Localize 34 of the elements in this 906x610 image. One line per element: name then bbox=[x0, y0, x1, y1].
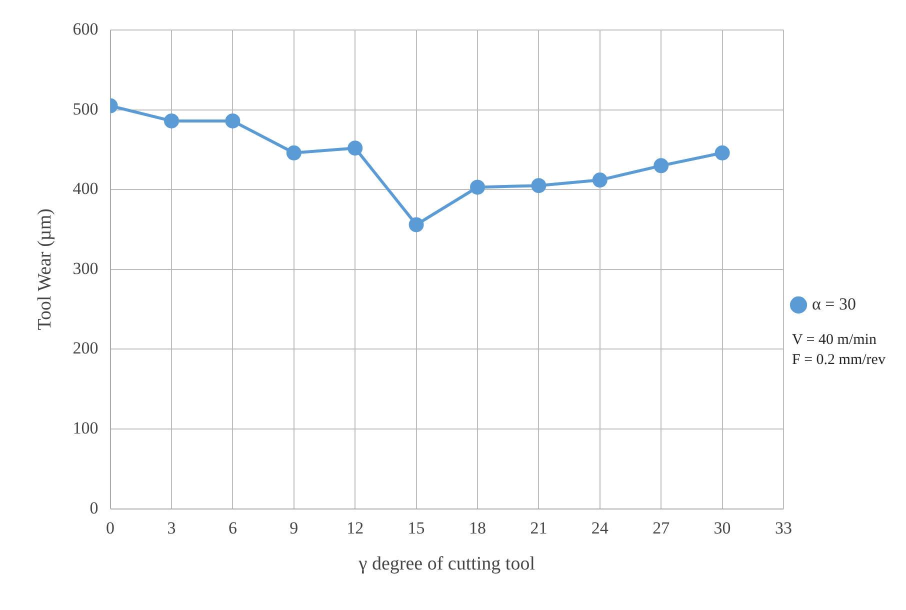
point bbox=[592, 172, 608, 188]
point bbox=[654, 158, 669, 174]
y-tick-label: 200 bbox=[72, 338, 98, 358]
legend-label: α = 30 bbox=[812, 294, 856, 314]
x-tick-label: 27 bbox=[652, 518, 670, 538]
point bbox=[714, 145, 730, 160]
x-tick-label: 21 bbox=[530, 518, 548, 538]
x-tick-label: 30 bbox=[714, 518, 731, 538]
x-tick-label: 18 bbox=[469, 518, 486, 538]
text: V = 40 m/min bbox=[792, 331, 878, 350]
point bbox=[225, 113, 240, 128]
x-tick-label: 9 bbox=[290, 518, 298, 538]
text: F = 0.2 mm/rev bbox=[792, 351, 886, 370]
x-tick-label: 6 bbox=[228, 518, 237, 538]
x-tick-label: 15 bbox=[408, 518, 425, 538]
point bbox=[470, 180, 486, 195]
y-tick-label: 600 bbox=[72, 19, 98, 38]
point bbox=[348, 140, 363, 156]
x-tick-label: 12 bbox=[346, 518, 364, 538]
y-tick-label: 400 bbox=[72, 179, 98, 198]
point bbox=[164, 113, 179, 128]
point bbox=[531, 178, 546, 194]
point bbox=[286, 145, 302, 160]
y-tick-label: 300 bbox=[72, 258, 98, 278]
x-tick-label: 33 bbox=[775, 518, 792, 538]
y-tick-label: 500 bbox=[72, 99, 98, 118]
y-tick-label: 0 bbox=[90, 498, 98, 518]
y-axis-title: Tool Wear (µm) bbox=[34, 208, 56, 330]
y-tick-label: 100 bbox=[72, 418, 98, 438]
x-tick-label: 24 bbox=[591, 518, 609, 538]
point bbox=[408, 217, 424, 232]
x-axis-title: γ degree of cutting tool bbox=[358, 554, 535, 575]
x-tick-label: 3 bbox=[167, 518, 176, 538]
x-tick-label: 0 bbox=[106, 518, 115, 538]
